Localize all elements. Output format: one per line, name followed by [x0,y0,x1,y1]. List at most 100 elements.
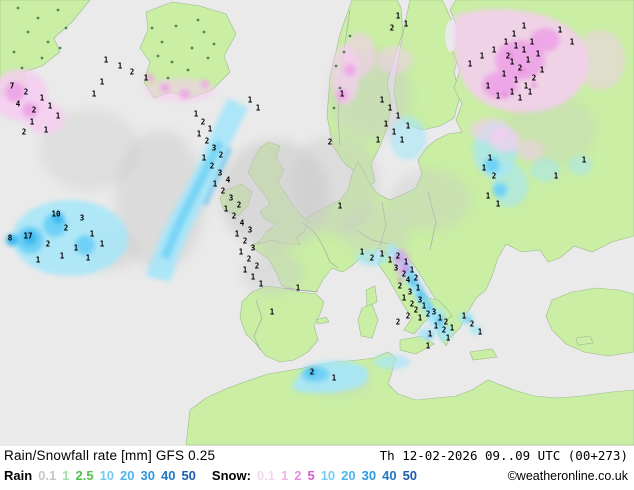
precip-value: 1 [201,153,207,163]
precip-value: 3 [393,263,399,273]
precip-value: 2 [413,305,419,315]
precip-value: 1 [395,11,401,21]
snow-scale-value: 5 [307,468,315,483]
precip-value: 1 [535,49,541,59]
precip-value: 1 [379,95,385,105]
precip-value: 2 [231,211,237,221]
precip-value: 1 [43,125,49,135]
precip-value: 2 [405,311,411,321]
precip-value: 4 [239,218,245,228]
precip-value: 2 [45,239,51,249]
snow-scale-value: 0.1 [256,468,275,483]
precip-value: 1 [467,59,473,69]
precip-value: 1 [521,45,527,55]
caption-row-1: Rain/Snowfall rate [mm] GFS 0.25 Th 12-0… [4,448,628,468]
precip-value: 1 [207,124,213,134]
snow-scale-value: 1 [280,468,289,483]
precip-value: 2 [254,261,260,271]
precip-value: 1 [553,171,559,181]
precip-value: 1 [517,93,523,103]
precip-value: 2 [220,186,226,196]
precip-value: 1 [103,55,109,65]
precip-value: 1 [445,333,451,343]
precip-value: 1 [117,61,123,71]
precip-value: 1 [375,135,381,145]
precip-value: 4 [405,275,411,285]
precip-value: 1 [487,153,493,163]
rain-scale-value: 1 [62,468,70,483]
snow-scale-value: 2 [294,468,302,483]
sicily [399,335,435,355]
precip-value: 1 [485,81,491,91]
precip-value: 1 [91,89,97,99]
precip-value: 1 [501,69,507,79]
precip-value: 2 [204,136,210,146]
precip-value: 1 [242,265,248,275]
precip-value: 1 [503,37,509,47]
precip-value: 1 [35,255,41,265]
precip-value: 1 [417,313,423,323]
precip-value: 2 [129,67,135,77]
precip-value: 1 [250,272,256,282]
precip-value: 2 [31,105,37,115]
precip-value: 2 [425,309,431,319]
copyright-link[interactable]: ©weatheronline.co.uk [507,469,628,483]
precip-value: 1 [557,25,563,35]
precip-value: 2 [200,117,206,127]
precip-value: 2 [23,87,29,97]
precip-value: 1 [511,29,517,39]
precip-value: 2 [369,253,375,263]
corsica [365,285,378,307]
rain-scale-value: 40 [160,468,176,483]
precip-value: 2 [517,63,523,73]
precip-value: 1 [85,253,91,263]
precip-value: 1 [479,51,485,61]
precip-value: 2 [531,73,537,83]
precip-value: 2 [395,317,401,327]
precip-value: 1 [581,155,587,165]
precip-value: 1 [387,255,393,265]
precip-value: 4 [15,99,21,109]
precip-value: 1 [391,127,397,137]
precip-value: 3 [228,193,234,203]
rain-scale-value: 2.5 [75,468,94,483]
valid-datetime: Th 12-02-2026 09..09 UTC (00+273) [379,448,628,463]
precip-value: 1 [295,283,301,293]
precip-value: 1 [569,37,575,47]
precip-value: 2 [242,236,248,246]
rain-scale-label: Rain [4,468,33,483]
snow-scale-label: Snow: [211,468,251,483]
rain-scale-value: 0.1 [38,468,57,483]
precip-value: 2 [309,367,315,377]
precip-value: 1 [359,247,365,257]
precip-value: 1 [401,293,407,303]
precip-value: 1 [433,321,439,331]
precip-value: 10 [51,209,61,219]
precip-value: 2 [246,254,252,264]
terrain-specks [12,6,352,110]
precip-value: 1 [527,87,533,97]
precip-value: 2 [209,161,215,171]
precip-value: 1 [437,313,443,323]
precip-value: 2 [397,281,403,291]
precip-value: 3 [217,168,223,178]
cyprus [575,335,594,346]
precip-value: 3 [417,295,423,305]
precip-value: 3 [211,143,217,153]
precip-value: 1 [99,239,105,249]
precip-value: 3 [431,307,437,317]
precip-value: 1 [383,119,389,129]
snow-scale-value: 40 [382,468,397,483]
precip-value: 1 [403,19,409,29]
snow-scale-value: 50 [402,468,418,483]
rain-scale-value: 50 [181,468,196,483]
north-africa [185,351,634,446]
precip-value: 1 [509,57,515,67]
precip-value: 2 [491,171,497,181]
precip-value: 2 [469,319,475,329]
precip-value: 1 [421,301,427,311]
precip-value: 1 [55,111,61,121]
precip-value: 1 [238,247,244,257]
